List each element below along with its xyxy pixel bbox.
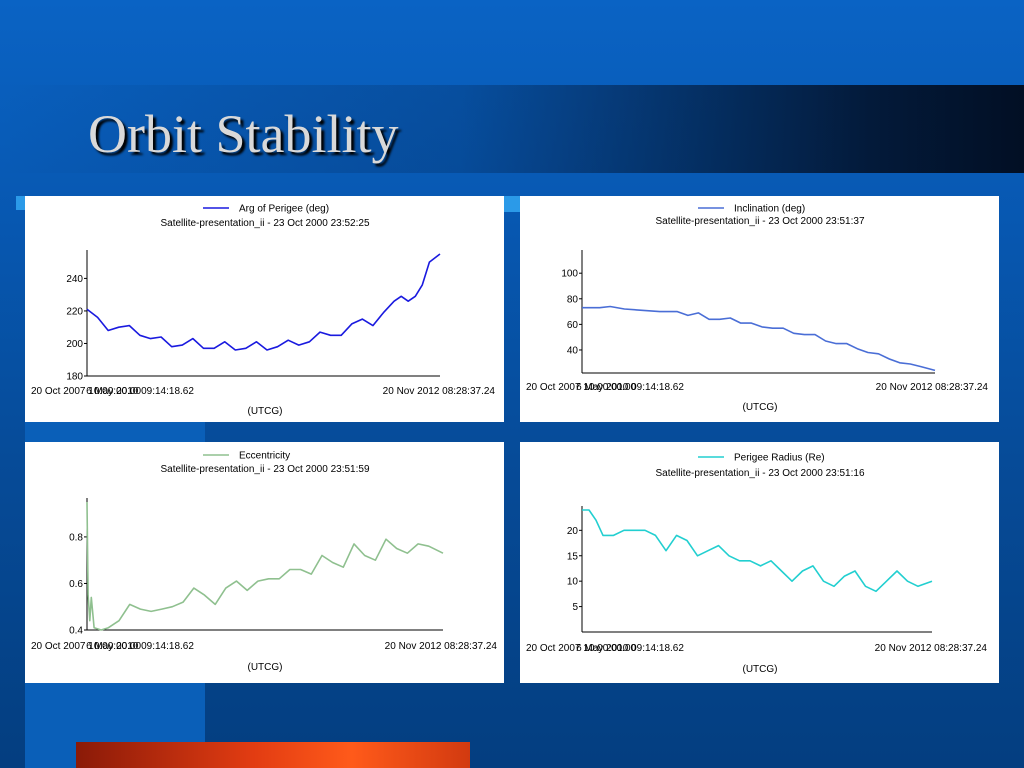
y-tick-label: 0.8	[69, 532, 83, 543]
chart-subtitle: Satellite-presentation_ii - 23 Oct 2000 …	[160, 464, 369, 475]
accent-square-right	[504, 196, 520, 212]
x-axis-label: (UTCG)	[248, 662, 283, 673]
y-tick-label: 80	[567, 294, 579, 305]
x-tick-label: 20 Nov 2012 08:28:37.24	[875, 643, 988, 654]
chart-panel-arg-of-perigee: Arg of Perigee (deg) Satellite-presentati…	[25, 196, 504, 422]
chart-panel-eccentricity: Eccentricity Satellite-presentation_ii - …	[25, 442, 504, 683]
chart-perigee-radius: Perigee Radius (Re) Satellite-presentatio…	[526, 453, 988, 676]
x-tick-label: 6 May 2010 09:14:18.62	[576, 643, 684, 654]
x-tick-label: 6 May 2010 09:14:18.62	[86, 641, 194, 652]
x-tick-label: 20 Nov 2012 08:28:37.24	[876, 382, 989, 393]
y-tick-label: 0.4	[69, 626, 83, 637]
x-tick-label: 6 May 2010 09:14:18.62	[86, 386, 194, 397]
x-tick-label: 20 Oct 2007 10:00:00.00	[31, 641, 142, 652]
chart-arg-of-perigee: Arg of Perigee (deg) Satellite-presentati…	[31, 204, 496, 418]
x-tick-label: 20 Oct 2007 10:00:00.00	[526, 643, 637, 654]
x-tick-label: 20 Nov 2012 08:28:37.24	[385, 641, 498, 652]
chart-panel-perigee-radius: Perigee Radius (Re) Satellite-presentatio…	[520, 442, 999, 683]
y-tick-label: 10	[567, 577, 579, 588]
y-tick-label: 40	[567, 345, 579, 356]
x-axis-label: (UTCG)	[743, 402, 778, 413]
accent-square-left	[16, 196, 26, 210]
series-line	[582, 509, 933, 593]
series-line	[86, 501, 444, 631]
y-tick-label: 240	[66, 274, 83, 285]
x-tick-label: 6 May 2010 09:14:18.62	[576, 382, 684, 393]
legend-label: Arg of Perigee (deg)	[239, 204, 329, 215]
title-band	[0, 85, 1024, 173]
legend-label: Inclination (deg)	[734, 204, 805, 215]
y-tick-label: 5	[572, 602, 578, 613]
y-tick-label: 200	[66, 339, 83, 350]
x-axis-label: (UTCG)	[248, 406, 283, 417]
bottom-accent-bar	[76, 742, 470, 768]
y-tick-label: 180	[66, 372, 83, 383]
legend-label: Perigee Radius (Re)	[734, 453, 825, 464]
chart-subtitle: Satellite-presentation_ii - 23 Oct 2000 …	[160, 218, 369, 229]
chart-subtitle: Satellite-presentation_ii - 23 Oct 2000 …	[655, 468, 864, 479]
y-tick-label: 0.6	[69, 579, 83, 590]
y-tick-label: 100	[561, 269, 578, 280]
x-tick-label: 20 Oct 2007 10:00:00.00	[31, 386, 142, 397]
chart-inclination: Inclination (deg)Satellite-presentation_…	[526, 204, 989, 414]
legend-label: Eccentricity	[239, 451, 290, 462]
y-tick-label: 220	[66, 306, 83, 317]
y-tick-label: 20	[567, 526, 579, 537]
x-tick-label: 20 Nov 2012 08:28:37.24	[383, 386, 496, 397]
slide-title: Orbit Stability	[88, 104, 399, 164]
x-axis-label: (UTCG)	[743, 664, 778, 675]
y-tick-label: 15	[567, 551, 579, 562]
chart-eccentricity: Eccentricity Satellite-presentation_ii - …	[31, 451, 498, 674]
x-tick-label: 20 Oct 2007 10:00:00.00	[526, 382, 637, 393]
chart-subtitle: Satellite-presentation_ii - 23 Oct 2000 …	[655, 216, 864, 227]
series-line	[86, 253, 441, 351]
chart-panel-inclination: Inclination (deg) Satellite-presentation_…	[520, 196, 999, 422]
series-line	[582, 305, 936, 372]
y-tick-label: 60	[567, 320, 579, 331]
